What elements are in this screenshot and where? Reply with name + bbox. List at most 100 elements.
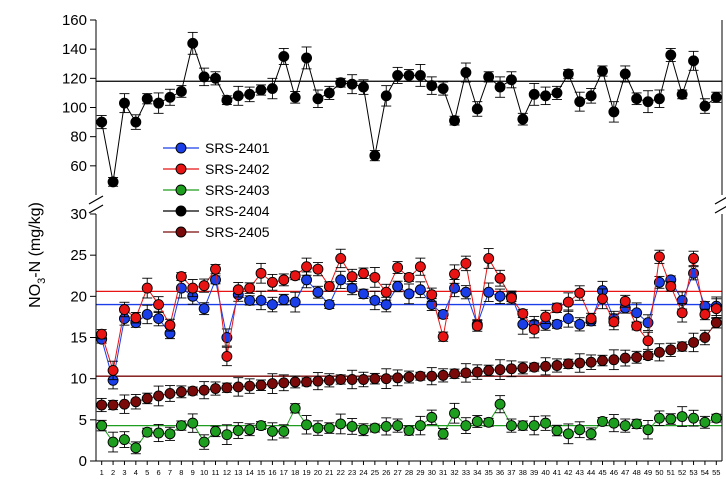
- data-point-4-52: [676, 341, 688, 353]
- data-point-3-44: [585, 90, 597, 102]
- x-tick-label: 14: [245, 468, 253, 477]
- data-point-2-6: [153, 427, 165, 439]
- data-point-3-15: [255, 84, 267, 96]
- data-point-0-15: [255, 295, 267, 306]
- data-point-3-49: [642, 96, 654, 108]
- data-point-1-6: [153, 299, 165, 311]
- data-point-0-23: [346, 282, 358, 294]
- x-tick-label: 40: [541, 468, 549, 477]
- data-point-1-17: [278, 274, 290, 286]
- x-tick-label: 26: [382, 468, 390, 477]
- data-point-1-15: [255, 267, 267, 279]
- y-tick-label-lower: 0: [79, 453, 87, 470]
- data-point-0-35: [483, 286, 495, 298]
- data-point-3-51: [665, 49, 677, 61]
- data-point-4-51: [665, 344, 677, 356]
- data-point-4-42: [562, 358, 574, 370]
- x-tick-label: 31: [439, 468, 447, 477]
- data-point-3-48: [631, 93, 643, 105]
- data-point-1-40: [540, 311, 552, 323]
- x-tick-label: 44: [587, 468, 595, 477]
- axis-break-mark: [714, 206, 726, 214]
- data-point-4-27: [392, 372, 404, 384]
- data-point-3-10: [198, 71, 210, 83]
- data-point-1-33: [460, 257, 472, 269]
- data-point-4-25: [369, 373, 381, 385]
- y-tick-label-lower: 5: [79, 412, 87, 429]
- data-point-1-13: [232, 284, 244, 296]
- data-point-2-36: [494, 398, 506, 410]
- x-tick-label: 52: [678, 468, 686, 477]
- data-point-4-10: [198, 384, 210, 396]
- data-point-2-54: [699, 416, 711, 428]
- data-point-1-38: [517, 308, 529, 320]
- data-point-0-19: [301, 274, 313, 286]
- x-tick-label: 29: [416, 468, 424, 477]
- data-point-2-16: [266, 425, 278, 437]
- data-point-4-29: [414, 370, 426, 382]
- data-point-0-42: [562, 313, 574, 325]
- data-point-3-14: [244, 88, 256, 100]
- data-point-2-7: [164, 428, 176, 440]
- data-point-4-41: [551, 360, 563, 371]
- data-point-3-45: [597, 65, 608, 77]
- y-tick-label-upper: 140: [62, 41, 87, 58]
- x-tick-label: 54: [701, 468, 709, 477]
- data-point-3-2: [107, 176, 119, 188]
- data-point-4-14: [244, 380, 256, 392]
- data-point-1-43: [574, 287, 586, 299]
- data-point-3-12: [221, 94, 233, 106]
- data-point-2-27: [392, 420, 404, 432]
- data-point-1-31: [437, 331, 449, 343]
- data-point-1-51: [665, 281, 677, 292]
- data-point-2-48: [631, 418, 643, 430]
- x-tick-label: 46: [610, 468, 618, 477]
- data-point-2-44: [585, 428, 597, 440]
- data-point-2-26: [380, 420, 392, 432]
- data-point-0-17: [278, 294, 290, 306]
- data-point-3-13: [232, 90, 244, 102]
- data-point-2-35: [483, 416, 495, 428]
- data-point-1-34: [471, 320, 483, 332]
- data-point-1-11: [210, 263, 221, 275]
- data-point-2-51: [665, 413, 677, 425]
- data-point-4-1: [96, 399, 108, 411]
- data-point-3-36: [494, 81, 506, 93]
- data-point-2-3: [119, 434, 130, 446]
- data-point-4-18: [289, 376, 301, 388]
- data-point-2-33: [460, 420, 472, 432]
- data-point-2-12: [221, 429, 233, 441]
- data-point-0-20: [312, 286, 324, 298]
- data-point-3-22: [335, 77, 347, 89]
- x-tick-label: 16: [268, 468, 276, 477]
- data-point-3-42: [562, 68, 574, 80]
- legend-label-3: SRS-2404: [205, 203, 270, 219]
- data-point-3-26: [380, 90, 392, 102]
- x-tick-label: 37: [507, 468, 515, 477]
- data-point-3-52: [676, 88, 688, 100]
- x-tick-label: 38: [519, 468, 527, 477]
- data-point-0-49: [642, 317, 654, 329]
- data-point-0-22: [335, 274, 347, 286]
- series-layer: [96, 31, 722, 455]
- data-point-3-34: [471, 103, 483, 115]
- data-point-1-41: [551, 302, 563, 314]
- data-point-0-29: [414, 284, 426, 296]
- x-tick-label: 9: [191, 468, 195, 477]
- data-point-2-9: [187, 417, 199, 429]
- data-point-3-50: [653, 93, 665, 105]
- x-tick-label: 19: [302, 468, 310, 477]
- data-point-1-49: [642, 335, 654, 347]
- data-point-4-46: [608, 354, 620, 366]
- data-point-2-32: [449, 407, 460, 419]
- x-tick-label: 2: [111, 468, 115, 477]
- y-tick-label-upper: 60: [70, 158, 87, 175]
- data-point-4-3: [119, 398, 130, 410]
- data-point-3-24: [358, 81, 369, 93]
- data-point-3-11: [210, 72, 221, 84]
- data-point-1-5: [141, 282, 153, 294]
- x-tick-label: 36: [496, 468, 504, 477]
- x-tick-label: 6: [157, 468, 161, 477]
- data-point-3-27: [392, 69, 404, 81]
